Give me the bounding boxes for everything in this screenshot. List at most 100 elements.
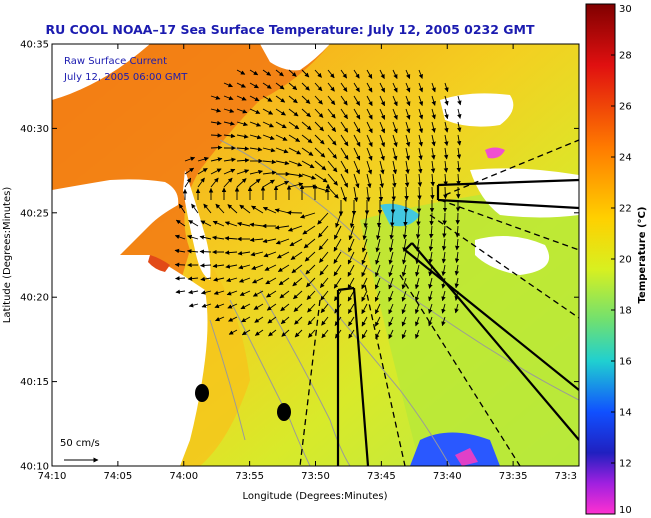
colorbar-tick-label: 24	[619, 153, 632, 164]
current-vector	[262, 121, 274, 128]
current-vector	[347, 264, 355, 277]
current-vector	[405, 147, 411, 161]
current-vector	[191, 203, 199, 214]
current-vector	[320, 303, 329, 314]
land-northwest	[52, 44, 150, 100]
current-vector	[250, 251, 264, 257]
current-vector	[275, 238, 290, 245]
current-vector	[402, 225, 408, 240]
current-vector	[187, 234, 199, 240]
current-vector	[431, 147, 436, 160]
current-vector	[314, 82, 323, 92]
current-vector	[251, 205, 264, 214]
current-vector	[417, 186, 422, 201]
current-vector	[262, 95, 273, 102]
current-vector	[226, 277, 238, 283]
land-west-inlet	[52, 179, 179, 255]
current-vector	[404, 186, 409, 201]
current-vector	[223, 82, 233, 88]
colorbar-tick-label: 28	[619, 51, 632, 62]
current-vector	[402, 238, 407, 252]
current-vector	[197, 177, 205, 188]
current-vector	[405, 108, 411, 120]
map-plot: Raw Surface Current July 12, 2005 06:00 …	[52, 44, 579, 466]
current-vector	[353, 160, 360, 175]
current-vector	[288, 82, 298, 91]
current-vector	[291, 264, 303, 274]
dashed-line-5	[364, 284, 406, 466]
current-vector	[392, 108, 398, 120]
x-axis: 74:10 74:05 74:00 73:55 73:50 73:45 73:40 73:35…	[38, 44, 580, 482]
current-vector	[321, 316, 329, 326]
current-vector	[361, 329, 368, 339]
current-vector	[236, 108, 248, 114]
current-vector	[224, 236, 238, 241]
current-vector	[301, 69, 310, 78]
current-vector	[279, 290, 290, 299]
y-tick-label: 40:10	[20, 462, 49, 473]
current-vector	[443, 160, 449, 173]
current-vector	[212, 220, 225, 227]
current-vector	[429, 225, 434, 239]
current-vector	[379, 121, 386, 134]
current-vector	[366, 147, 373, 161]
current-vector	[187, 249, 199, 254]
current-vector	[366, 108, 373, 120]
current-vector	[366, 173, 372, 189]
current-vector	[366, 186, 371, 202]
current-vector	[223, 133, 236, 139]
current-vector	[275, 95, 286, 103]
current-vector	[456, 160, 461, 173]
y-tick-label: 40:30	[20, 124, 49, 135]
current-vector	[288, 182, 304, 188]
current-vector	[362, 225, 368, 241]
current-vector	[353, 82, 360, 93]
current-vector	[379, 108, 386, 120]
current-vector	[226, 290, 238, 296]
dashed-line-2	[439, 199, 579, 251]
current-vector	[327, 134, 337, 146]
current-vector	[223, 157, 236, 163]
current-vector	[275, 108, 286, 116]
current-vector	[457, 108, 462, 119]
current-vector	[262, 82, 272, 89]
current-vector	[366, 134, 373, 148]
current-vector	[388, 316, 394, 327]
current-vector	[430, 160, 436, 174]
transect-lines	[299, 139, 579, 466]
current-vector	[301, 173, 317, 180]
current-vector	[348, 316, 355, 327]
current-vector	[249, 237, 264, 243]
current-vector	[303, 238, 316, 249]
current-vector	[264, 264, 277, 271]
current-vector	[353, 134, 361, 147]
current-vector	[213, 290, 225, 295]
current-vector	[401, 264, 407, 277]
colorbar-tick-label: 10	[619, 505, 632, 516]
current-vector	[361, 290, 368, 302]
current-vector	[236, 69, 246, 75]
current-vector	[418, 95, 424, 107]
current-vector	[442, 212, 447, 226]
current-vector	[267, 316, 277, 324]
current-vector	[210, 177, 219, 188]
current-vector	[280, 303, 290, 312]
current-vector	[401, 329, 407, 340]
cloud-3	[475, 236, 550, 275]
current-vector	[454, 303, 459, 314]
colorbar	[585, 3, 616, 515]
current-vector	[263, 251, 277, 258]
colorbar-tick-label: 12	[619, 459, 632, 470]
current-vector	[415, 225, 421, 239]
current-vector	[333, 251, 342, 264]
current-vector	[275, 121, 287, 129]
current-vector	[418, 69, 423, 79]
current-vector	[199, 263, 212, 268]
current-vector	[418, 134, 423, 147]
current-vector	[340, 82, 348, 92]
current-vector	[379, 160, 385, 175]
current-vector	[366, 82, 373, 93]
current-vector	[388, 238, 394, 253]
current-vector	[307, 303, 316, 313]
current-vector	[249, 121, 262, 127]
